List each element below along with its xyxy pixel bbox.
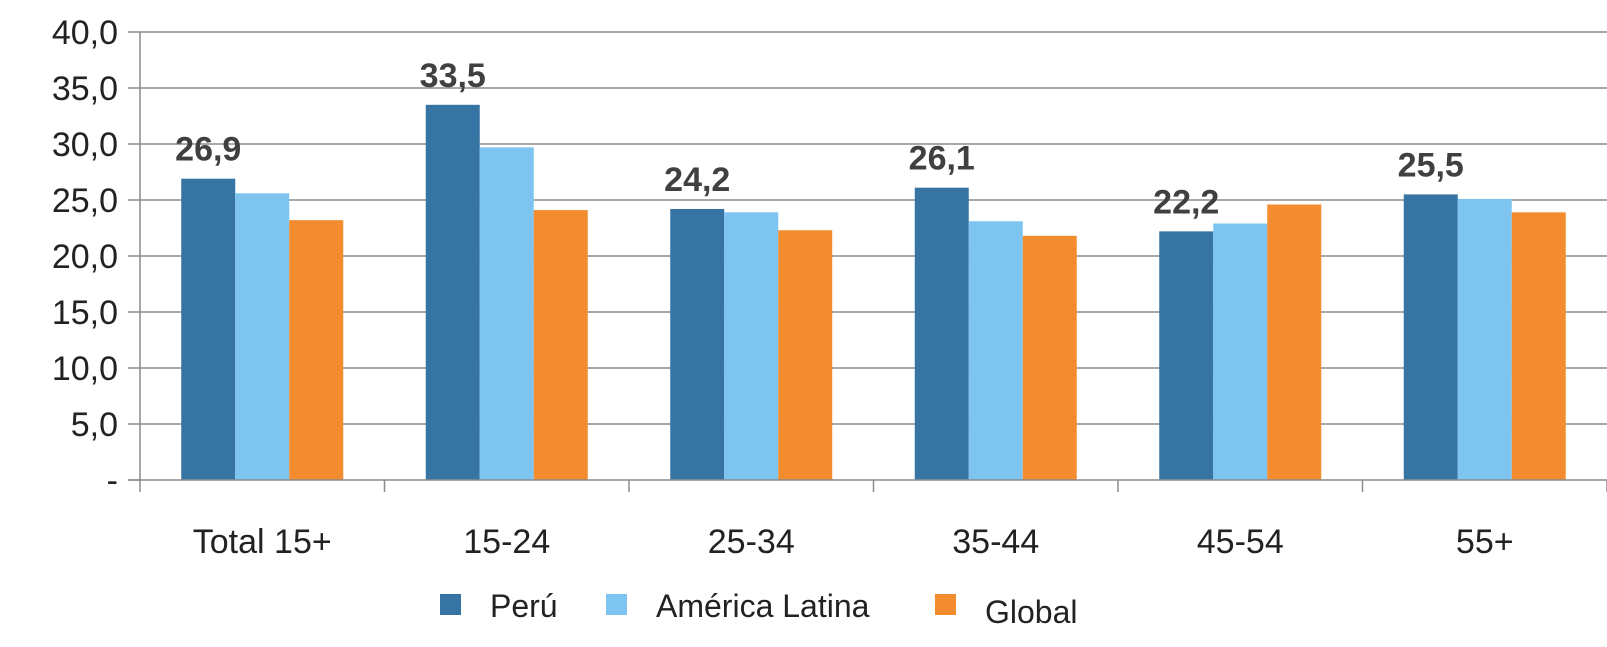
x-tick-label: 15-24 bbox=[463, 523, 550, 561]
data-label: 26,1 bbox=[909, 140, 975, 178]
bar-perú bbox=[181, 178, 236, 480]
x-tick-label: 25-34 bbox=[708, 523, 795, 561]
bar-perú bbox=[914, 187, 969, 480]
bar-américa-latina bbox=[479, 147, 534, 481]
data-label: 26,9 bbox=[175, 131, 241, 169]
data-labels: 26,9 33,5 24,2 26,1 22,2 25,5 bbox=[175, 57, 1464, 222]
legend: Perú América Latina Global bbox=[440, 588, 1078, 630]
legend-label: Perú bbox=[490, 588, 558, 624]
bar-perú bbox=[1159, 231, 1214, 480]
legend-swatch bbox=[606, 594, 627, 615]
bar-global bbox=[1511, 212, 1566, 480]
bar-global bbox=[778, 230, 833, 480]
y-tick-label: 25,0 bbox=[52, 182, 118, 220]
bar-global bbox=[533, 210, 588, 480]
legend-swatch bbox=[440, 594, 461, 615]
data-label: 22,2 bbox=[1153, 183, 1219, 221]
y-tick-label: 30,0 bbox=[52, 126, 118, 164]
data-label: 25,5 bbox=[1398, 146, 1464, 184]
y-tick-label: 5,0 bbox=[71, 406, 118, 444]
bars bbox=[181, 104, 1566, 481]
x-tick-label: Total 15+ bbox=[193, 523, 332, 561]
bar-global bbox=[289, 220, 344, 480]
bar-américa-latina bbox=[724, 212, 779, 480]
legend-label: Global bbox=[985, 594, 1078, 630]
bar-américa-latina bbox=[1213, 223, 1268, 480]
bar-global bbox=[1022, 235, 1077, 480]
x-tick-label: 45-54 bbox=[1197, 523, 1284, 561]
legend-swatch bbox=[935, 594, 956, 615]
gridlines bbox=[128, 31, 1607, 481]
y-axis-tick-labels: - 5,0 10,0 15,0 20,0 25,0 30,0 35,0 40,0 bbox=[52, 14, 118, 500]
data-label: 33,5 bbox=[420, 57, 486, 95]
bar-global bbox=[1267, 204, 1322, 481]
y-tick-label: 10,0 bbox=[52, 350, 118, 388]
y-tick-label: - bbox=[107, 462, 118, 500]
bar-américa-latina bbox=[235, 193, 290, 480]
legend-label: América Latina bbox=[656, 588, 870, 624]
bar-perú bbox=[670, 208, 725, 480]
bar-américa-latina bbox=[968, 221, 1023, 480]
bar-perú bbox=[1403, 194, 1458, 480]
y-tick-label: 15,0 bbox=[52, 294, 118, 332]
x-axis-tick-labels: Total 15+ 15-24 25-34 35-44 45-54 55+ bbox=[193, 523, 1514, 561]
y-tick-label: 20,0 bbox=[52, 238, 118, 276]
y-tick-label: 35,0 bbox=[52, 70, 118, 108]
x-tick-label: 35-44 bbox=[952, 523, 1039, 561]
x-axis bbox=[128, 32, 1607, 492]
bar-américa-latina bbox=[1457, 198, 1512, 480]
data-label: 24,2 bbox=[664, 161, 730, 199]
bar-perú bbox=[425, 104, 480, 481]
x-tick-label: 55+ bbox=[1456, 523, 1514, 561]
y-tick-label: 40,0 bbox=[52, 14, 118, 52]
